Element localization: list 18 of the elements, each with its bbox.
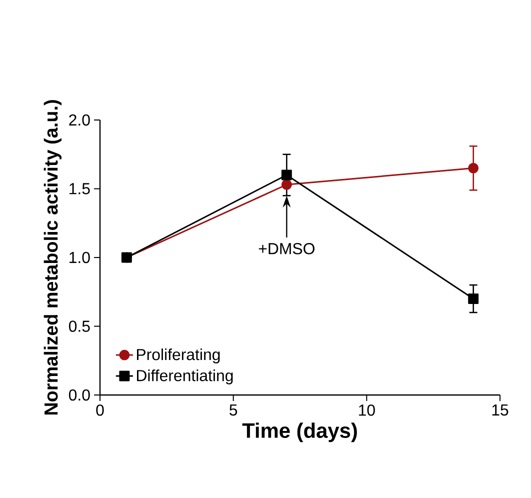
x-tick-label: 10 — [359, 404, 375, 416]
point — [468, 162, 479, 174]
y-tick-label: 1.5 — [70, 183, 90, 194]
y-tick-label: 0.0 — [68, 389, 90, 401]
x-tick-label: 15 — [492, 404, 508, 416]
legend-label: Differentiating — [136, 370, 233, 384]
point — [281, 170, 292, 180]
x-axis-title: Time (days) — [242, 422, 357, 442]
x-tick-label: 5 — [230, 404, 238, 416]
y-tick-label: 0.5 — [68, 320, 90, 332]
point — [468, 294, 479, 304]
y-tick-label: 2.0 — [69, 114, 90, 126]
point — [281, 179, 292, 190]
legend-label: Proliferating — [136, 348, 220, 364]
y-axis-title: Normalized metabolic activity (a.u.) — [44, 100, 62, 415]
annotation: +DMSO — [258, 242, 314, 254]
x-tick-label: 0 — [96, 404, 104, 416]
y-tick-label: 1.0 — [70, 252, 90, 264]
